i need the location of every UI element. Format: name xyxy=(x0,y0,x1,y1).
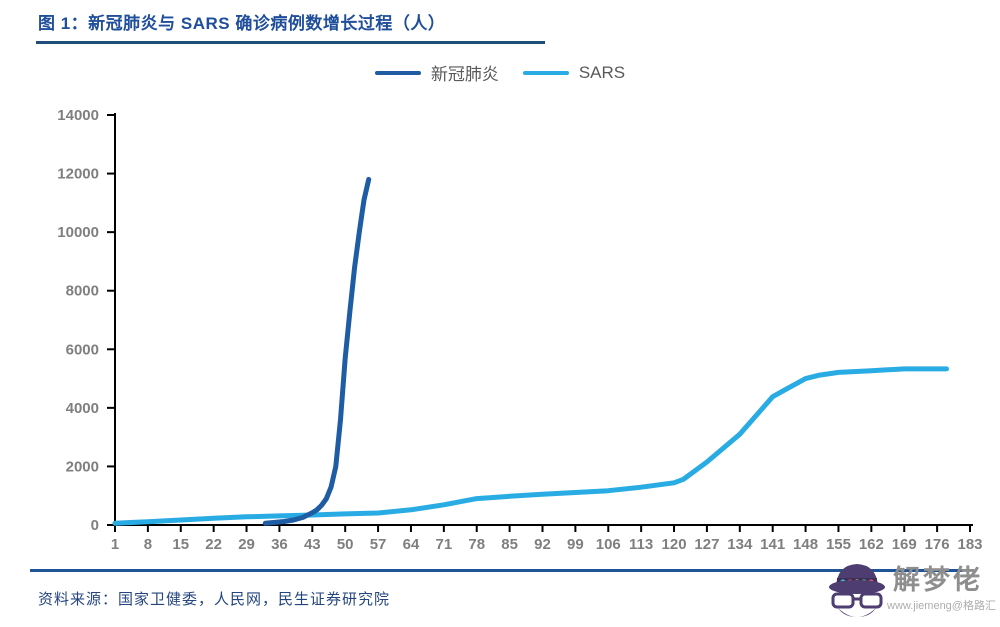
x-tick-label: 169 xyxy=(892,536,917,553)
watermark-url: www.jiemeng@格路汇 xyxy=(887,600,996,612)
legend-item-sars: SARS xyxy=(522,62,626,83)
x-tick-label: 176 xyxy=(925,536,950,553)
bottom-divider xyxy=(30,569,963,572)
x-tick-label: 36 xyxy=(271,536,288,553)
x-tick-label: 134 xyxy=(727,536,753,553)
x-tick-label: 148 xyxy=(793,536,818,553)
x-tick-label: 120 xyxy=(662,536,687,553)
site-watermark: 解梦佬 www.jiemeng@格路汇 xyxy=(826,561,996,621)
sars-line-swatch-icon xyxy=(522,70,569,75)
y-tick-label: 0 xyxy=(91,517,99,534)
x-tick-label: 57 xyxy=(370,536,387,553)
x-tick-label: 15 xyxy=(172,536,189,553)
y-tick-label: 2000 xyxy=(66,458,99,475)
x-tick-label: 106 xyxy=(596,536,621,553)
x-tick-label: 1 xyxy=(111,536,119,553)
x-tick-label: 127 xyxy=(694,536,719,553)
x-tick-label: 50 xyxy=(337,536,354,553)
covid-line-swatch-icon xyxy=(374,70,421,75)
legend-label-covid: 新冠肺炎 xyxy=(430,65,499,84)
x-tick-label: 162 xyxy=(859,536,884,553)
x-tick-label: 71 xyxy=(436,536,453,553)
source-note: 资料来源：国家卫健委，人民网，民生证券研究院 xyxy=(38,592,391,608)
figure-title: 图 1：新冠肺炎与 SARS 确诊病例数增长过程（人） xyxy=(38,14,446,33)
x-tick-label: 64 xyxy=(403,536,420,553)
x-tick-label: 155 xyxy=(826,536,851,553)
y-tick-label: 12000 xyxy=(57,166,99,183)
x-tick-label: 29 xyxy=(238,536,255,553)
watermark-texts: 解梦佬 www.jiemeng@格路汇 xyxy=(887,565,996,613)
y-tick-label: 8000 xyxy=(66,283,99,300)
legend-item-covid: 新冠肺炎 xyxy=(374,60,499,85)
x-tick-label: 43 xyxy=(304,536,321,553)
x-tick-label: 85 xyxy=(501,536,518,553)
x-tick-label: 8 xyxy=(144,536,152,553)
x-tick-label: 113 xyxy=(629,536,653,553)
y-tick-label: 10000 xyxy=(57,224,99,241)
新冠肺炎-series-line xyxy=(262,176,372,526)
x-tick-label: 99 xyxy=(567,536,584,553)
x-tick-label: 141 xyxy=(760,536,785,553)
x-tick-label: 92 xyxy=(534,536,551,553)
legend-label-sars: SARS xyxy=(578,62,626,82)
y-tick-label: 6000 xyxy=(66,341,99,358)
x-tick-label: 183 xyxy=(957,536,982,553)
SARS-series-line xyxy=(112,366,949,526)
y-tick-label: 4000 xyxy=(66,400,99,417)
x-tick-label: 22 xyxy=(205,536,222,553)
chart-legend: 新冠肺炎 SARS xyxy=(0,60,1000,85)
mascot-face-icon xyxy=(829,564,885,617)
title-underline xyxy=(36,41,545,44)
y-tick-label: 14000 xyxy=(57,107,99,124)
watermark-name: 解梦佬 xyxy=(893,565,983,595)
x-tick-label: 78 xyxy=(468,536,485,553)
